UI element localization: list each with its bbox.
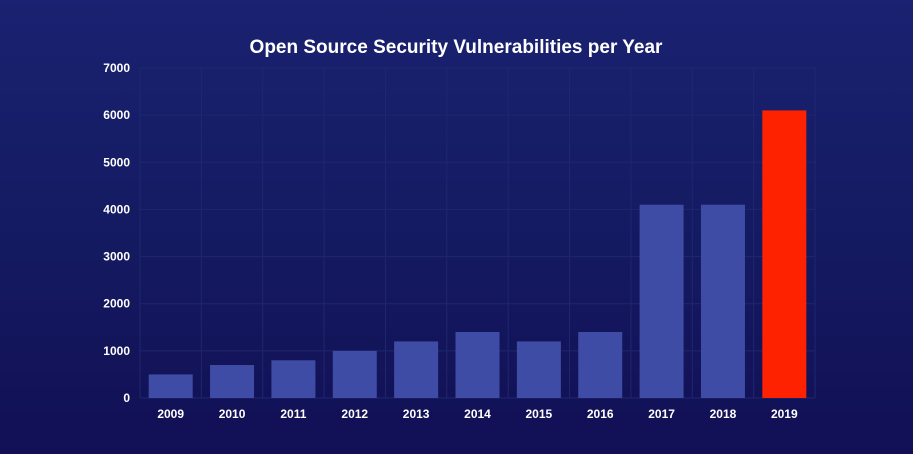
x-tick-label-2012: 2012	[341, 407, 368, 421]
y-tick-label-7: 7000	[103, 61, 130, 75]
x-tick-label-2011: 2011	[280, 407, 306, 421]
bar-2015[interactable]	[516, 341, 561, 398]
x-tick-label-2010: 2010	[219, 407, 246, 421]
x-tick-label-2009: 2009	[157, 407, 184, 421]
x-tick-label-2017: 2017	[648, 407, 675, 421]
y-tick-label-2: 2000	[103, 297, 130, 311]
y-tick-label-3: 3000	[103, 250, 130, 264]
bar-layer	[148, 110, 807, 398]
x-tick-label-2015: 2015	[526, 407, 553, 421]
x-axis: 2009 2010 2011 2012 2013 2014 2015 2016 2017 2018…	[157, 407, 798, 421]
bar-2010[interactable]	[210, 365, 255, 398]
bar-2019[interactable]	[762, 110, 807, 398]
y-tick-label-6: 6000	[103, 108, 130, 122]
bar-2017[interactable]	[639, 204, 684, 398]
x-tick-label-2019: 2019	[771, 407, 798, 421]
bar-2011[interactable]	[271, 360, 316, 398]
y-tick-label-4: 4000	[103, 202, 130, 216]
x-tick-label-2016: 2016	[587, 407, 614, 421]
y-tick-label-5: 5000	[103, 155, 130, 169]
chart-title: Open Source Security Vulnerabilities per…	[250, 37, 663, 58]
bar-2016[interactable]	[578, 332, 623, 398]
bar-2009[interactable]	[148, 374, 193, 398]
y-tick-label-1: 1000	[103, 344, 130, 358]
x-tick-label-2014: 2014	[464, 407, 491, 421]
bar-2012[interactable]	[332, 350, 377, 398]
y-axis: 0 1000 2000 3000 4000 5000 6000 7000	[103, 61, 130, 405]
x-tick-label-2013: 2013	[403, 407, 430, 421]
y-tick-label-0: 0	[123, 391, 130, 405]
bar-2018[interactable]	[700, 204, 745, 398]
grid-layer	[139, 67, 816, 399]
bar-2013[interactable]	[394, 341, 439, 398]
x-tick-label-2018: 2018	[710, 407, 737, 421]
bar-2014[interactable]	[455, 332, 500, 398]
